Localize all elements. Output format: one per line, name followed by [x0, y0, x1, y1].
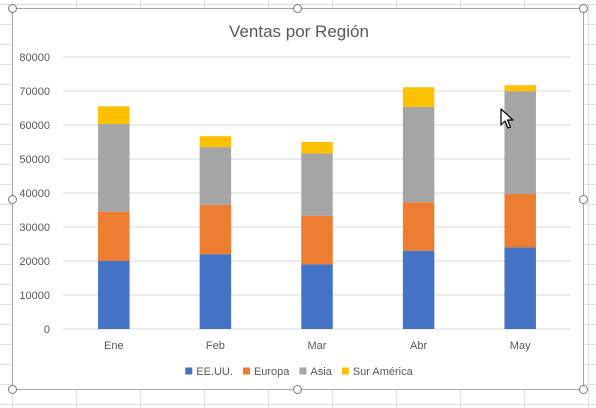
stacked-bar-chart: Ventas por Región 0 10000 20000 30000 40000 5… [19, 22, 571, 378]
y-tick-label: 10000 [19, 290, 50, 302]
bar-abr-asia[interactable] [402, 106, 435, 203]
y-tick-label: 80000 [19, 52, 50, 64]
x-tick-label-may: May [510, 340, 531, 352]
bar-may-ee-uu[interactable] [504, 247, 536, 329]
resize-handle-top-left[interactable] [8, 4, 17, 13]
bar-mar-sur-am-rica[interactable] [301, 142, 333, 154]
bar-feb-sur-am-rica[interactable] [199, 136, 232, 148]
resize-handle-bottom-center[interactable] [293, 385, 302, 394]
resize-handle-top-center[interactable] [293, 4, 302, 13]
y-tick-label: 50000 [19, 154, 50, 166]
bar-mar-ee-uu[interactable] [301, 264, 333, 329]
bars[interactable] [98, 85, 536, 329]
bar-may-asia[interactable] [504, 91, 536, 195]
y-axis-tick-labels: 0 10000 20000 30000 40000 50000 60000 70000 8000… [19, 52, 50, 336]
x-axis-tick-labels: Ene Feb Mar Abr May [104, 340, 531, 352]
resize-handle-middle-left[interactable] [8, 195, 17, 204]
legend-swatch-sur-am-rica [341, 367, 349, 375]
y-tick-label: 70000 [19, 86, 50, 98]
y-tick-label: 30000 [19, 222, 50, 234]
bar-ene-sur-am-rica[interactable] [98, 106, 130, 124]
bar-feb-europa[interactable] [199, 204, 232, 255]
legend-label-sur-am-rica: Sur América [353, 366, 414, 378]
y-tick-label: 60000 [19, 120, 50, 132]
legend-label-asia: Asia [310, 366, 332, 378]
bar-abr-europa[interactable] [402, 202, 435, 251]
bar-abr-ee-uu[interactable] [402, 250, 435, 329]
y-tick-label: 20000 [19, 256, 50, 268]
x-tick-label-feb: Feb [206, 340, 225, 352]
bar-ene-asia[interactable] [98, 123, 130, 212]
bar-feb-ee-uu[interactable] [199, 254, 232, 329]
bar-mar-asia[interactable] [301, 153, 333, 216]
bar-mar-europa[interactable] [301, 215, 333, 265]
resize-handle-bottom-left[interactable] [8, 385, 17, 394]
resize-handle-bottom-right[interactable] [579, 385, 588, 394]
y-tick-label: 0 [44, 324, 50, 336]
bar-ene-europa[interactable] [98, 211, 130, 261]
y-tick-label: 40000 [19, 188, 50, 200]
legend-swatch-asia [299, 367, 307, 375]
legend-label-ee-uu: EE.UU. [196, 366, 233, 378]
x-tick-label-ene: Ene [104, 340, 124, 352]
resize-handle-middle-right[interactable] [579, 195, 588, 204]
legend[interactable]: EE.UU. Europa Asia Sur América [185, 366, 414, 378]
bar-ene-ee-uu[interactable] [98, 261, 130, 329]
bar-may-sur-am-rica[interactable] [504, 85, 536, 92]
resize-handle-top-right[interactable] [579, 4, 588, 13]
chart-title[interactable]: Ventas por Región [229, 22, 369, 41]
legend-label-europa: Europa [254, 366, 290, 378]
bar-feb-asia[interactable] [199, 147, 232, 205]
legend-swatch-europa [242, 367, 250, 375]
x-tick-label-mar: Mar [308, 340, 327, 352]
legend-swatch-ee-uu [185, 367, 193, 375]
bar-abr-sur-am-rica[interactable] [402, 87, 435, 107]
x-tick-label-abr: Abr [410, 340, 427, 352]
bar-may-europa[interactable] [504, 194, 536, 248]
mouse-pointer-icon [500, 108, 514, 129]
chart-area[interactable]: Ventas por Región 0 10000 20000 30000 40000 5… [12, 8, 584, 390]
